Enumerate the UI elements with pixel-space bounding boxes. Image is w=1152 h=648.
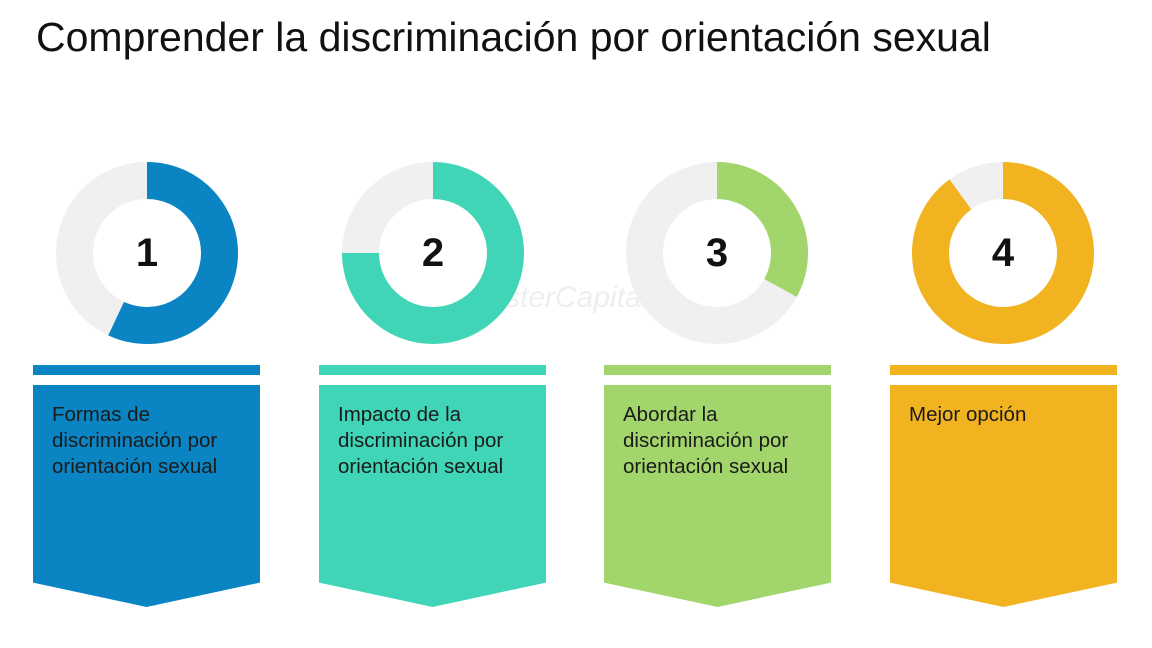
accent-bar-1 — [33, 365, 260, 375]
donut-arc-1 — [108, 162, 238, 344]
donut-step-4: 4 — [911, 161, 1095, 345]
page-title: Comprender la discriminación por orienta… — [36, 14, 991, 60]
accent-bar-3 — [604, 365, 831, 375]
step-card-1: Formas de discriminación por orientación… — [33, 385, 260, 607]
donut-step-2: 2 — [341, 161, 525, 345]
step-card-2: Impacto de la discriminación por orienta… — [319, 385, 546, 607]
accent-bar-2 — [319, 365, 546, 375]
step-label-4: Mejor opción — [909, 403, 1027, 426]
step-label-2: Impacto de la discriminación por orienta… — [338, 403, 504, 478]
step-number-2: 2 — [421, 230, 445, 275]
step-label-1: Formas de discriminación por orientación… — [52, 403, 218, 478]
donut-step-3: 3 — [625, 161, 809, 345]
step-number-4: 4 — [991, 230, 1015, 275]
step-number-3: 3 — [705, 230, 729, 275]
donut-arc-4 — [912, 162, 1094, 344]
step-card-3: Abordar la discriminación por orientació… — [604, 385, 831, 607]
donut-arc-2 — [342, 162, 524, 344]
step-card-4: Mejor opción — [890, 385, 1117, 607]
step-label-3: Abordar la discriminación por orientació… — [623, 403, 789, 478]
donut-arc-3 — [716, 162, 808, 297]
step-number-1: 1 — [135, 230, 159, 275]
accent-bar-4 — [890, 365, 1117, 375]
donut-step-1: 1 — [55, 161, 239, 345]
